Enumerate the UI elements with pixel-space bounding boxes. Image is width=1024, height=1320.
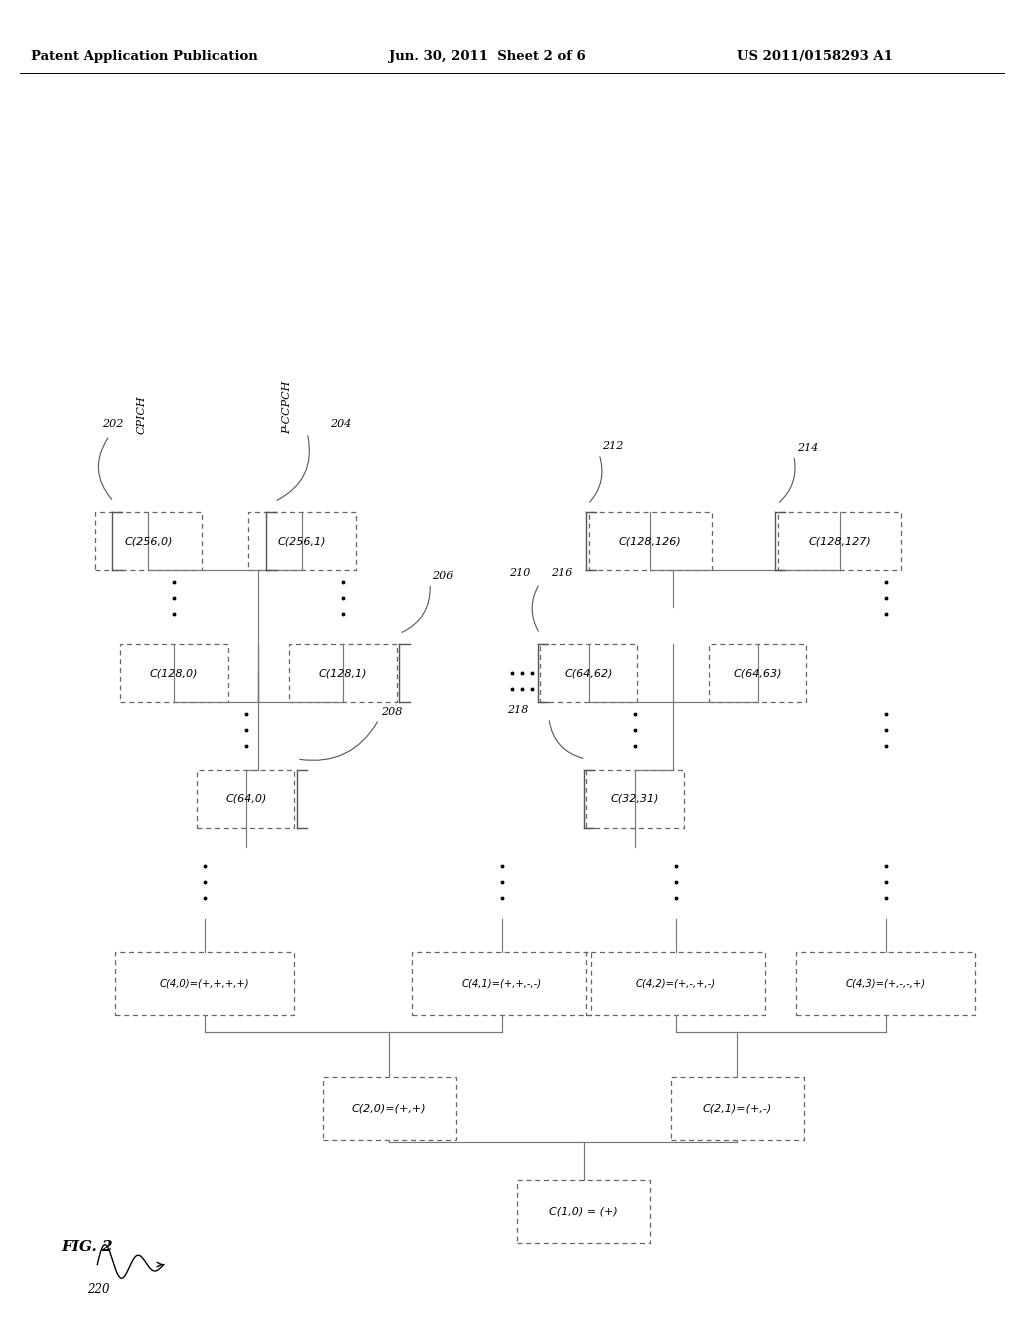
Text: P-CCPCH: P-CCPCH — [283, 381, 293, 434]
Text: C(64,0): C(64,0) — [225, 793, 266, 804]
Text: Jun. 30, 2011  Sheet 2 of 6: Jun. 30, 2011 Sheet 2 of 6 — [389, 50, 586, 63]
Text: C(4,0)=(+,+,+,+): C(4,0)=(+,+,+,+) — [160, 978, 250, 989]
Bar — [797, 952, 975, 1015]
Bar — [778, 512, 901, 570]
Text: CPICH: CPICH — [136, 396, 146, 434]
Text: 210: 210 — [509, 568, 530, 578]
Text: C(4,1)=(+,+,-,-): C(4,1)=(+,+,-,-) — [462, 978, 542, 989]
Text: C(64,63): C(64,63) — [733, 668, 782, 678]
Text: 220: 220 — [87, 1283, 110, 1296]
Text: C(4,2)=(+,-,+,-): C(4,2)=(+,-,+,-) — [636, 978, 716, 989]
Text: C(2,1)=(+,-): C(2,1)=(+,-) — [702, 1104, 772, 1114]
Bar — [541, 644, 637, 702]
Text: Patent Application Publication: Patent Application Publication — [31, 50, 257, 63]
Bar — [248, 512, 356, 570]
Text: C(256,1): C(256,1) — [278, 536, 327, 546]
Text: 202: 202 — [102, 418, 124, 429]
Text: 206: 206 — [432, 570, 454, 581]
Bar — [121, 644, 228, 702]
Bar — [116, 952, 295, 1015]
Text: 218: 218 — [507, 705, 528, 715]
Bar — [589, 512, 712, 570]
Bar — [412, 952, 591, 1015]
Text: C(2,0)=(+,+): C(2,0)=(+,+) — [352, 1104, 426, 1114]
Bar — [94, 512, 203, 570]
Text: US 2011/0158293 A1: US 2011/0158293 A1 — [737, 50, 893, 63]
Text: 216: 216 — [551, 568, 572, 578]
Bar — [197, 770, 295, 828]
Text: C(128,1): C(128,1) — [318, 668, 368, 678]
Text: FIG. 2: FIG. 2 — [61, 1241, 113, 1254]
Text: C(4,3)=(+,-,-,+): C(4,3)=(+,-,-,+) — [846, 978, 926, 989]
Bar — [671, 1077, 804, 1140]
Text: C(64,62): C(64,62) — [564, 668, 613, 678]
Text: C(128,127): C(128,127) — [808, 536, 871, 546]
Bar — [517, 1180, 650, 1243]
Bar — [323, 1077, 456, 1140]
Bar — [586, 770, 684, 828]
Text: C(32,31): C(32,31) — [610, 793, 659, 804]
Text: 208: 208 — [381, 706, 402, 717]
Text: C(128,126): C(128,126) — [618, 536, 682, 546]
Bar — [586, 952, 766, 1015]
Text: 212: 212 — [602, 441, 624, 451]
Text: C(256,0): C(256,0) — [124, 536, 173, 546]
Text: C(1,0) = (+): C(1,0) = (+) — [549, 1206, 618, 1217]
Text: C(128,0): C(128,0) — [150, 668, 199, 678]
Bar — [709, 644, 807, 702]
Bar — [290, 644, 397, 702]
Text: 214: 214 — [797, 442, 818, 453]
Text: 204: 204 — [330, 418, 351, 429]
